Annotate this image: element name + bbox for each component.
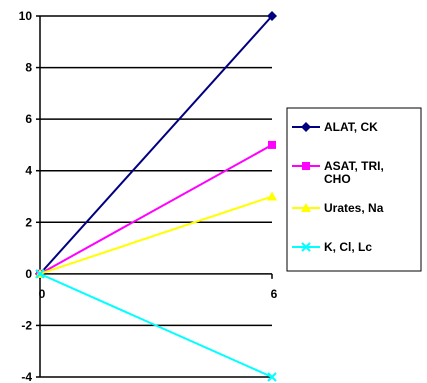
- y-tick-label: 8: [25, 61, 32, 75]
- y-tick-label: 0: [25, 267, 32, 281]
- grid: [36, 15, 272, 378]
- series-4: [35, 269, 277, 382]
- data-point-marker: [301, 203, 311, 212]
- series-1: [35, 11, 277, 279]
- legend-entry: K, Cl, Lc: [292, 240, 372, 254]
- y-tick-label: -4: [21, 370, 32, 383]
- legend-label: K, Cl, Lc: [324, 240, 372, 254]
- y-tick-label: -2: [21, 318, 32, 332]
- x-tick-label: 6: [271, 287, 278, 301]
- legend: ALAT, CK ASAT, TRI, CHO Urates, Na K, Cl, Lc: [286, 107, 422, 272]
- legend-entry: ALAT, CK: [292, 120, 378, 134]
- series-3: [35, 191, 277, 278]
- series-line: [39, 144, 273, 275]
- data-point-marker: [301, 242, 311, 252]
- series-2: [36, 140, 276, 278]
- y-tick-label: 10: [19, 9, 33, 23]
- x-tick-label: 0: [39, 287, 46, 301]
- legend-entry: Urates, Na: [292, 201, 384, 215]
- series-line: [39, 195, 273, 275]
- data-point-marker: [267, 372, 277, 382]
- legend-label: Urates, Na: [324, 201, 384, 215]
- data-point-marker: [267, 11, 277, 21]
- data-point-marker: [302, 162, 310, 170]
- series-line: [39, 272, 273, 378]
- data-point-marker: [35, 269, 45, 279]
- series-line: [39, 15, 273, 275]
- y-tick-label: 4: [25, 164, 32, 178]
- series: [35, 11, 277, 382]
- data-point-marker: [301, 122, 311, 132]
- data-point-marker: [268, 140, 276, 149]
- legend-label: ALAT, CK: [324, 120, 378, 134]
- y-tick-label: 6: [25, 112, 32, 126]
- y-tick-label: 2: [25, 215, 32, 229]
- legend-entry: ASAT, TRI, CHO: [292, 159, 384, 186]
- data-point-marker: [267, 191, 277, 201]
- legend-label: ASAT, TRI, CHO: [324, 159, 384, 186]
- y-tick-labels: -4 -2 0 2 4 6 8 10: [19, 9, 33, 383]
